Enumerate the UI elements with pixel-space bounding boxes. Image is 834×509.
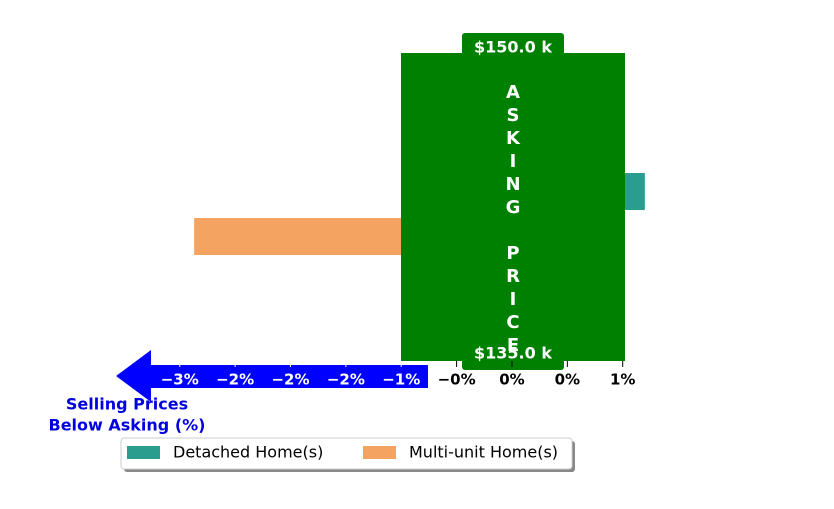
legend-label: Detached Home(s) (173, 443, 323, 462)
asking-label: ASKING PRICE (502, 82, 524, 358)
x-tick-label: 0% (555, 371, 580, 389)
asking-label-box: ASKING PRICE (401, 82, 625, 358)
arrow-label: Below Asking (%) (49, 416, 206, 435)
x-tick-label: −2% (216, 371, 254, 389)
asking-box (401, 53, 625, 361)
price-high-box (462, 33, 564, 61)
price-low: $135.0 k (474, 344, 552, 363)
x-tick-label: −3% (161, 371, 199, 389)
below-asking-arrow (116, 350, 428, 402)
arrow-label: Selling Prices (66, 395, 188, 414)
x-tick-label: −1% (382, 371, 420, 389)
x-tick-label: −2% (327, 371, 365, 389)
price-high: $150.0 k (474, 38, 552, 57)
x-tick-label: 1% (610, 371, 635, 389)
price-low-box (462, 340, 564, 370)
x-tick-label: −0% (438, 371, 476, 389)
legend (120, 437, 573, 470)
legend-swatch (127, 446, 160, 459)
legend-label: Multi-unit Home(s) (409, 443, 558, 462)
x-tick-label: −2% (271, 371, 309, 389)
legend-swatch (363, 446, 396, 459)
x-tick-label: 0% (499, 371, 524, 389)
